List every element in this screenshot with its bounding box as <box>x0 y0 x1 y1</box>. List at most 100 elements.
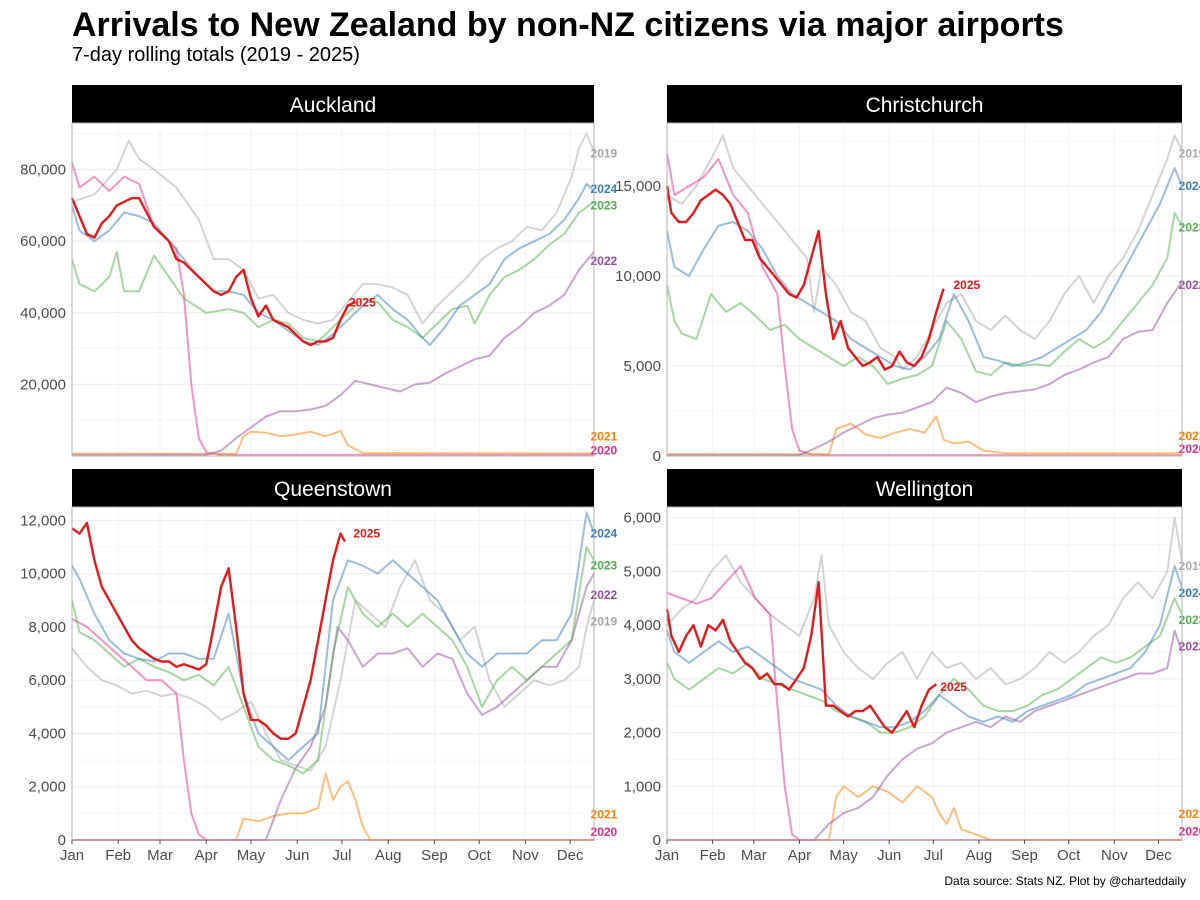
y-tick-label: 6,000 <box>623 510 661 527</box>
panel-christchurch: Christchurch 0 5,000 10,000 15,000 2019 2024 20… <box>615 85 1200 465</box>
y-tick-label: 0 <box>653 448 661 465</box>
x-tick-label: Apr <box>788 847 811 864</box>
series-label-2025: 2025 <box>353 527 380 541</box>
x-tick-label: Sep <box>421 847 448 864</box>
series-line-2025 <box>665 581 938 734</box>
series-label-2020: 2020 <box>1179 442 1200 456</box>
panel-queenstown: Queenstown 0 2,000 4,000 6,000 8,000 10,000 12,… <box>20 469 618 864</box>
panel-title: Wellington <box>876 478 974 501</box>
x-tick-label: Sep <box>1011 847 1038 864</box>
panel-border <box>666 122 1183 457</box>
panel-border <box>666 506 1183 841</box>
panel-border <box>71 122 595 457</box>
x-tick-label: Feb <box>105 847 131 864</box>
y-tick-label: 3,000 <box>623 671 661 688</box>
series-label-2025: 2025 <box>954 278 981 292</box>
series-label-2023: 2023 <box>591 198 618 212</box>
panel-wellington: Wellington 0 1,000 2,000 3,000 4,000 5,000 6,00… <box>623 469 1200 864</box>
series-line-2023 <box>71 200 595 343</box>
x-tick-label: Dec <box>1145 847 1172 864</box>
series-line-2019 <box>666 134 1183 371</box>
series-line-2022 <box>667 280 1183 457</box>
series-label-2025: 2025 <box>349 296 376 310</box>
x-tick-label: Mar <box>147 847 173 864</box>
series-line-2023 <box>666 597 1183 734</box>
y-tick-label: 8,000 <box>28 619 66 636</box>
series-line-2024 <box>666 565 1183 729</box>
y-tick-label: 12,000 <box>20 512 66 529</box>
series-label-2019: 2019 <box>591 615 618 629</box>
series-label-2025: 2025 <box>940 680 967 694</box>
panel-auckland: Auckland 20,000 40,000 60,000 80,000 2019 2024… <box>20 85 618 458</box>
x-tick-label: Nov <box>1101 847 1128 864</box>
y-tick-label: 10,000 <box>20 566 66 583</box>
series-line-2020 <box>666 565 1182 841</box>
y-tick-label: 15,000 <box>615 178 661 195</box>
panel-title: Christchurch <box>866 94 984 117</box>
series-label-2023: 2023 <box>1179 220 1200 234</box>
series-label-2023: 2023 <box>1179 613 1200 627</box>
y-tick-label: 4,000 <box>623 617 661 634</box>
series-line-2025 <box>71 521 346 740</box>
y-tick-label: 40,000 <box>20 305 66 322</box>
y-tick-label: 2,000 <box>28 779 66 796</box>
strip-background <box>667 469 1182 507</box>
series-label-2019: 2019 <box>1179 559 1200 573</box>
y-tick-label: 1,000 <box>623 778 661 795</box>
y-tick-label: 4,000 <box>28 725 66 742</box>
series-line-2023 <box>71 546 595 775</box>
strip-background <box>72 85 594 123</box>
chart-title: Arrivals to New Zealand by non-NZ citize… <box>72 6 1064 44</box>
strip-background <box>667 85 1182 123</box>
series-label-2021: 2021 <box>1179 807 1200 821</box>
x-tick-label: Aug <box>375 847 402 864</box>
panel-border <box>71 506 595 841</box>
y-tick-label: 10,000 <box>615 268 661 285</box>
x-tick-label: Jul <box>332 847 351 864</box>
strip-background <box>72 469 594 507</box>
y-tick-label: 0 <box>58 832 66 849</box>
series-line-2024 <box>71 511 595 762</box>
series-line-2021 <box>667 785 1182 841</box>
x-tick-label: Jul <box>924 847 943 864</box>
y-tick-label: 60,000 <box>20 233 66 250</box>
x-tick-label: Jan <box>60 847 84 864</box>
series-label-2020: 2020 <box>591 825 618 839</box>
x-tick-label: Oct <box>1057 847 1081 864</box>
series-line-2022 <box>667 629 1183 841</box>
x-tick-label: Jan <box>655 847 679 864</box>
series-label-2021: 2021 <box>591 808 618 822</box>
panel-title: Queenstown <box>274 478 392 501</box>
series-label-2020: 2020 <box>1179 824 1200 838</box>
chart-caption: Data source: Stats NZ. Plot by @chartedd… <box>944 874 1186 888</box>
y-tick-label: 5,000 <box>623 358 661 375</box>
series-line-2021 <box>667 415 1182 456</box>
x-tick-label: Oct <box>467 847 491 864</box>
x-tick-label: Feb <box>700 847 726 864</box>
series-label-2022: 2022 <box>1179 278 1200 292</box>
x-tick-label: Mar <box>741 847 767 864</box>
chart-subtitle: 7-day rolling totals (2019 - 2025) <box>72 44 360 66</box>
series-line-2022 <box>72 251 595 456</box>
series-line-2021 <box>72 772 594 841</box>
series-label-2021: 2021 <box>591 429 618 443</box>
series-line-2023 <box>666 212 1183 385</box>
panel-title: Auckland <box>290 94 376 117</box>
series-label-2024: 2024 <box>1179 179 1200 193</box>
y-tick-label: 0 <box>653 832 661 849</box>
y-tick-label: 6,000 <box>28 672 66 689</box>
series-line-2020 <box>71 618 594 841</box>
series-label-2022: 2022 <box>591 588 618 602</box>
x-tick-label: May <box>829 847 858 864</box>
series-line-2024 <box>71 182 595 346</box>
x-tick-label: Dec <box>557 847 584 864</box>
series-label-2021: 2021 <box>1179 429 1200 443</box>
series-label-2019: 2019 <box>1179 147 1200 161</box>
series-label-2019: 2019 <box>591 146 618 160</box>
x-tick-label: Aug <box>966 847 993 864</box>
x-tick-label: May <box>237 847 266 864</box>
x-tick-label: Jun <box>285 847 309 864</box>
x-tick-label: Nov <box>512 847 539 864</box>
series-line-2021 <box>71 429 595 455</box>
